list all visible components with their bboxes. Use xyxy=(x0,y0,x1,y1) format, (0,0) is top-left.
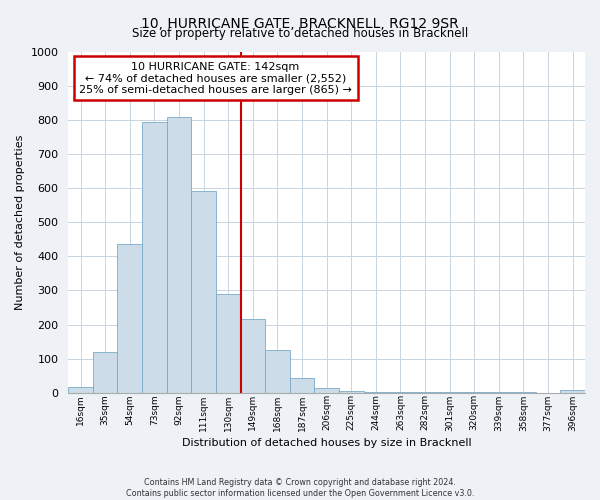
Bar xyxy=(118,244,142,393)
Text: 10, HURRICANE GATE, BRACKNELL, RG12 9SR: 10, HURRICANE GATE, BRACKNELL, RG12 9SR xyxy=(141,18,459,32)
Bar xyxy=(142,122,167,393)
Bar xyxy=(339,391,364,393)
Bar xyxy=(314,388,339,393)
Bar xyxy=(167,117,191,393)
Bar xyxy=(265,350,290,393)
Text: 10 HURRICANE GATE: 142sqm
← 74% of detached houses are smaller (2,552)
25% of se: 10 HURRICANE GATE: 142sqm ← 74% of detac… xyxy=(79,62,352,95)
X-axis label: Distribution of detached houses by size in Bracknell: Distribution of detached houses by size … xyxy=(182,438,472,448)
Bar xyxy=(364,392,388,393)
Bar xyxy=(191,192,216,393)
Text: Size of property relative to detached houses in Bracknell: Size of property relative to detached ho… xyxy=(132,28,468,40)
Bar xyxy=(290,378,314,393)
Bar xyxy=(560,390,585,393)
Y-axis label: Number of detached properties: Number of detached properties xyxy=(15,134,25,310)
Bar xyxy=(93,352,118,393)
Text: Contains HM Land Registry data © Crown copyright and database right 2024.
Contai: Contains HM Land Registry data © Crown c… xyxy=(126,478,474,498)
Bar xyxy=(437,392,462,393)
Bar xyxy=(388,392,413,393)
Bar xyxy=(413,392,437,393)
Bar xyxy=(241,320,265,393)
Bar xyxy=(68,386,93,393)
Bar xyxy=(216,294,241,393)
